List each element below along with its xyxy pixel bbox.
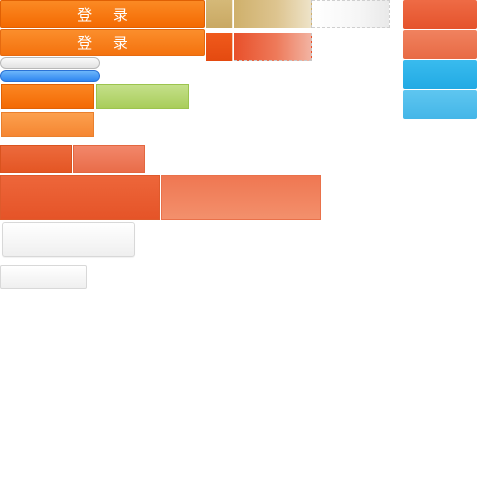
login-button-hover-label: 登 录 xyxy=(69,32,136,53)
white-small-button[interactable] xyxy=(0,265,87,289)
login-button[interactable]: 登 录 xyxy=(0,0,205,28)
login-button-label: 登 录 xyxy=(69,4,136,25)
gray-pill-button[interactable] xyxy=(0,57,100,69)
blue-pill-button[interactable] xyxy=(0,70,100,82)
gold-button-left-cap xyxy=(206,0,233,28)
red-medium-button[interactable] xyxy=(0,145,72,173)
red-button-left-cap xyxy=(206,33,233,61)
red-large-button[interactable] xyxy=(0,175,160,220)
blue-button[interactable] xyxy=(403,60,477,89)
red-button-gradient xyxy=(234,33,312,61)
orange-button-hover[interactable] xyxy=(1,112,94,137)
green-button[interactable] xyxy=(96,84,189,109)
blue-button-hover[interactable] xyxy=(403,90,477,119)
red-button-hover[interactable] xyxy=(403,30,477,59)
red-button[interactable] xyxy=(403,0,477,29)
login-button-hover[interactable]: 登 录 xyxy=(0,29,205,56)
red-large-button-hover[interactable] xyxy=(161,175,321,220)
white-button-gradient xyxy=(312,0,390,28)
white-large-button[interactable] xyxy=(2,222,135,257)
orange-button[interactable] xyxy=(1,84,94,109)
red-medium-button-hover[interactable] xyxy=(73,145,145,173)
gold-button-gradient xyxy=(234,0,312,28)
